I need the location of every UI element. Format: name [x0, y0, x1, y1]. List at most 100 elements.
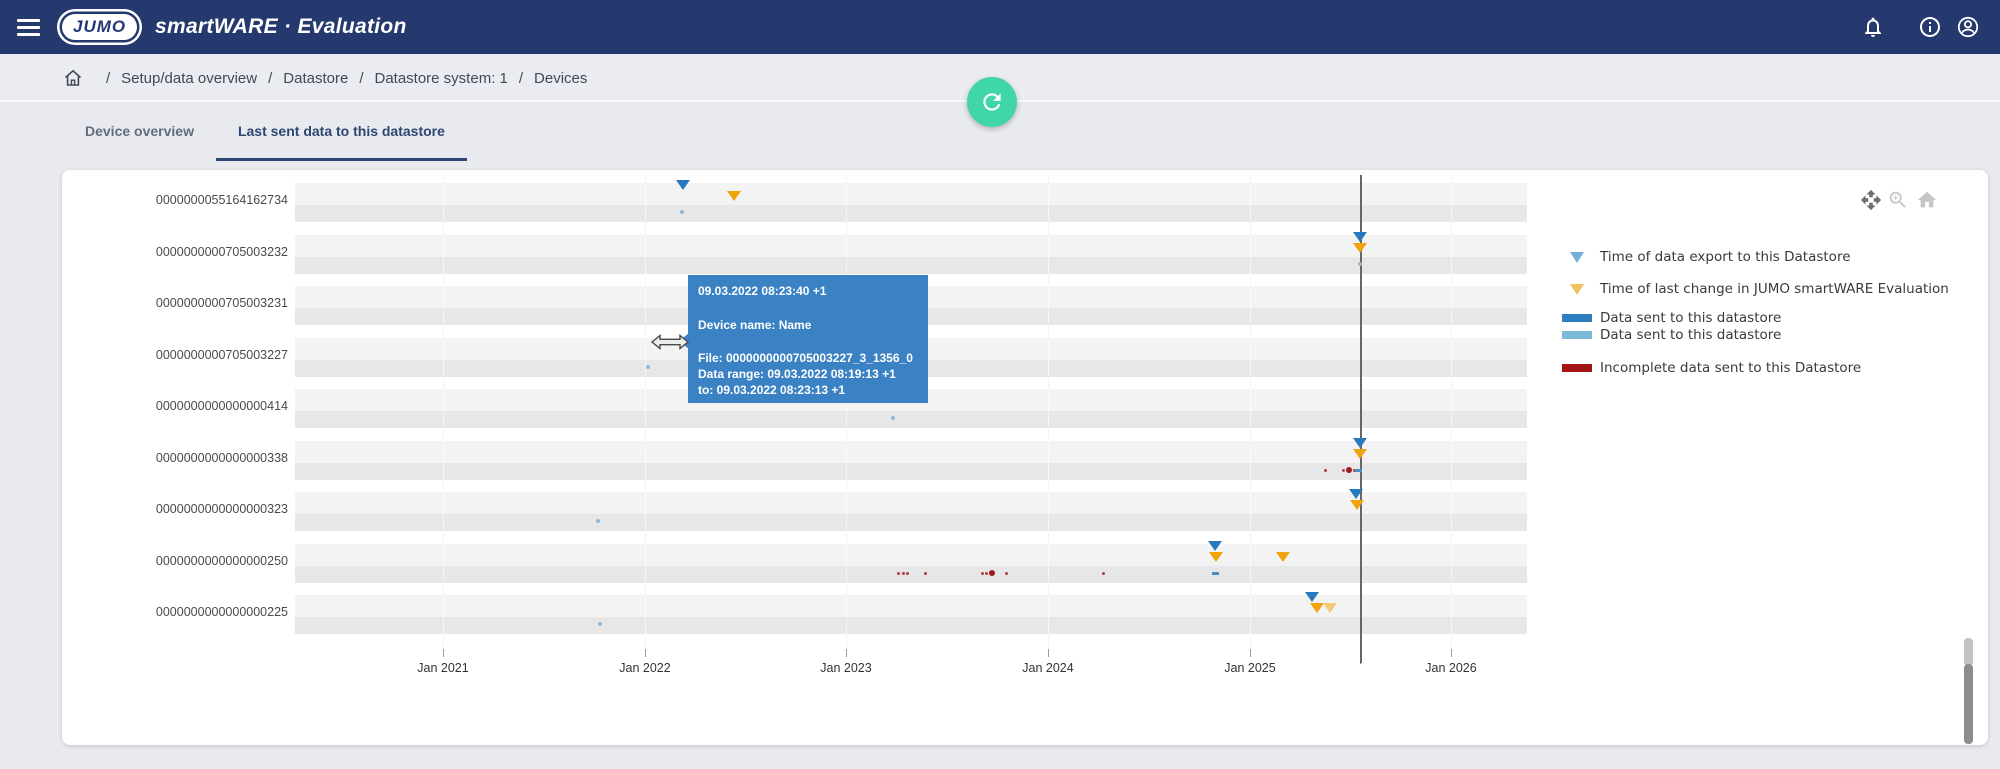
legend-label: Incomplete data sent to this Datastore: [1600, 360, 1862, 376]
legend-triangle-icon: [1560, 251, 1594, 263]
marker-data-dot[interactable]: [646, 365, 650, 369]
row-band: [295, 492, 1527, 514]
account-icon[interactable]: [1956, 15, 1980, 39]
x-axis-label: Jan 2025: [1224, 661, 1276, 675]
marker-incomplete-dot[interactable]: [985, 572, 988, 575]
breadcrumb-item-datastore[interactable]: Datastore: [283, 69, 349, 87]
info-icon[interactable]: [1918, 15, 1942, 39]
marker-incomplete-dot[interactable]: [1353, 469, 1356, 472]
device-row-label: 0000000000000000225: [155, 605, 288, 619]
device-row-label: 0000000000000000250: [155, 554, 288, 568]
x-axis-tick: [846, 649, 847, 657]
row-band: [295, 257, 1527, 274]
hamburger-menu-icon[interactable]: [17, 19, 41, 36]
marker-change-triangle[interactable]: [1310, 603, 1324, 613]
marker-data-bar[interactable]: [1355, 469, 1362, 472]
x-axis-tick: [443, 649, 444, 657]
home-icon[interactable]: [63, 68, 83, 88]
resize-cursor-icon: [651, 334, 689, 350]
marker-data-dot[interactable]: [680, 210, 684, 214]
breadcrumb-item-setup[interactable]: Setup/data overview: [121, 69, 258, 87]
marker-data-bar[interactable]: [1212, 572, 1219, 575]
marker-data-dot[interactable]: [596, 519, 600, 523]
row-band: [295, 617, 1527, 634]
legend-item-last-change[interactable]: Time of last change in JUMO smartWARE Ev…: [1560, 280, 1949, 298]
marker-export-triangle[interactable]: [1353, 438, 1367, 448]
marker-change-triangle[interactable]: [727, 191, 741, 201]
marker-change-triangle[interactable]: [1353, 243, 1367, 253]
marker-incomplete-dot-large[interactable]: [989, 570, 995, 576]
marker-incomplete-dot[interactable]: [1324, 469, 1327, 472]
current-time-line: [1360, 175, 1362, 663]
device-row-label: 0000000000705003232: [155, 245, 288, 259]
marker-incomplete-dot[interactable]: [1005, 572, 1008, 575]
row-band: [295, 566, 1527, 583]
chart-tooltip: 09.03.2022 08:23:40 +1 Device name: Name…: [679, 275, 928, 403]
marker-incomplete-dot[interactable]: [1102, 572, 1105, 575]
legend-item-data-sent[interactable]: Data sent to this datastore: [1560, 309, 1781, 327]
legend-item-data-sent-light[interactable]: Data sent to this datastore: [1560, 326, 1781, 344]
tooltip-device-name: Device name: Name: [698, 318, 812, 332]
legend-item-incomplete-data[interactable]: Incomplete data sent to this Datastore: [1560, 359, 1861, 377]
marker-data-dot[interactable]: [598, 622, 602, 626]
marker-incomplete-dot[interactable]: [902, 572, 905, 575]
breadcrumb-item-datastore-system[interactable]: Datastore system: 1: [374, 69, 508, 87]
marker-data-dot[interactable]: [891, 416, 895, 420]
device-row-label: 0000000000000000338: [155, 451, 288, 465]
marker-change-triangle[interactable]: [1353, 449, 1367, 459]
marker-change-triangle[interactable]: [1209, 552, 1223, 562]
gridline: [645, 175, 646, 655]
x-axis-label: Jan 2022: [619, 661, 671, 675]
gridline: [846, 175, 847, 655]
breadcrumb: / Setup/data overview / Datastore / Data…: [95, 54, 587, 102]
marker-incomplete-dot[interactable]: [924, 572, 927, 575]
row-band: [295, 463, 1527, 480]
x-axis-label: Jan 2024: [1022, 661, 1074, 675]
gridline: [1250, 175, 1251, 655]
marker-incomplete-dot[interactable]: [1342, 469, 1345, 472]
marker-incomplete-dot[interactable]: [981, 572, 984, 575]
row-band: [295, 411, 1527, 428]
breadcrumb-item-devices[interactable]: Devices: [534, 69, 588, 87]
home-reset-tool-icon[interactable]: [1916, 189, 1938, 211]
row-band: [295, 544, 1527, 566]
x-axis-label: Jan 2023: [820, 661, 872, 675]
marker-change-triangle-light[interactable]: [1323, 603, 1337, 613]
marker-incomplete-dot-large[interactable]: [1346, 467, 1352, 473]
tab-last-sent-data[interactable]: Last sent data to this datastore: [215, 102, 467, 161]
marker-export-triangle[interactable]: [676, 180, 690, 190]
legend-label: Time of data export to this Datastore: [1600, 249, 1851, 265]
scrollbar-track[interactable]: [1964, 638, 1973, 666]
legend-triangle-icon: [1560, 283, 1594, 295]
x-axis-tick: [1451, 649, 1452, 657]
notifications-bell-icon[interactable]: [1861, 15, 1885, 39]
pan-tool-icon[interactable]: [1860, 189, 1882, 211]
marker-export-triangle[interactable]: [1305, 592, 1319, 602]
breadcrumb-separator: /: [268, 69, 273, 87]
tooltip-timestamp: 09.03.2022 08:23:40 +1: [698, 284, 827, 298]
x-axis-label: Jan 2026: [1425, 661, 1477, 675]
marker-data-dot[interactable]: [1358, 262, 1362, 266]
marker-change-triangle[interactable]: [1276, 552, 1290, 562]
scrollbar-thumb[interactable]: [1964, 664, 1973, 744]
gridline: [1048, 175, 1049, 655]
marker-export-triangle[interactable]: [1208, 541, 1222, 551]
tab-device-overview[interactable]: Device overview: [85, 123, 194, 139]
row-band: [295, 183, 1527, 205]
refresh-button[interactable]: [967, 77, 1017, 127]
marker-change-triangle[interactable]: [1350, 500, 1364, 510]
marker-incomplete-dot[interactable]: [897, 572, 900, 575]
legend-item-export-time[interactable]: Time of data export to this Datastore: [1560, 248, 1851, 266]
marker-incomplete-dot[interactable]: [906, 572, 909, 575]
zoom-tool-icon[interactable]: [1887, 189, 1909, 211]
marker-export-triangle[interactable]: [1353, 232, 1367, 242]
row-band: [295, 235, 1527, 257]
jumo-logo[interactable]: JUMO: [62, 14, 138, 40]
tooltip-data-range-to: to: 09.03.2022 08:23:13 +1: [698, 383, 846, 397]
device-row-label: 0000000000705003227: [155, 348, 288, 362]
tooltip-file: File: 0000000000705003227_3_1356_0: [698, 351, 913, 365]
breadcrumb-separator: /: [359, 69, 364, 87]
marker-export-triangle[interactable]: [1349, 489, 1363, 499]
tab-bar: Device overview Last sent data to this d…: [63, 102, 467, 161]
